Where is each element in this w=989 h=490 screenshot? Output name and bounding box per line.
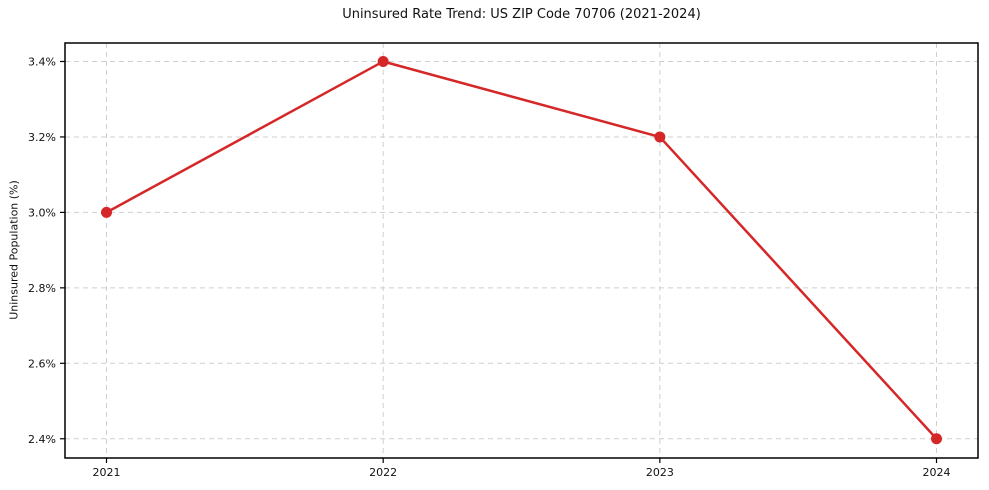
chart-title: Uninsured Rate Trend: US ZIP Code 70706 …	[342, 7, 701, 22]
y-tick-label: 2.6%	[28, 357, 56, 370]
data-point-marker	[377, 55, 389, 67]
plot-border	[64, 42, 979, 459]
x-tick-label: 2024	[923, 466, 951, 479]
x-tick-label: 2021	[93, 466, 121, 479]
y-tick-label: 2.8%	[28, 282, 56, 295]
data-point-marker	[654, 131, 666, 143]
trend-line	[105, 60, 938, 441]
y-tick-label: 3.0%	[28, 206, 56, 219]
y-tick-label: 3.2%	[28, 131, 56, 144]
data-point-marker	[101, 206, 112, 218]
y-tick-label: 3.4%	[28, 55, 56, 68]
y-tick-label: 2.4%	[28, 433, 56, 446]
data-point-marker	[931, 433, 942, 445]
x-tick-label: 2023	[646, 466, 674, 479]
x-tick-label: 2022	[369, 466, 397, 479]
